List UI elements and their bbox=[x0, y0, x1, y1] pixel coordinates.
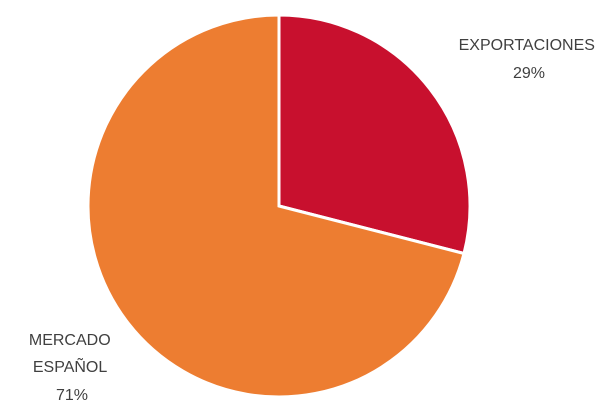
slice-label-exportaciones-name: EXPORTACIONES bbox=[459, 37, 595, 54]
slice-label-mercado-espanol: MERCADO ESPAÑOL 71% bbox=[29, 332, 115, 404]
slice-label-exportaciones: EXPORTACIONES 29% bbox=[459, 37, 600, 82]
slice-label-exportaciones-percent: 29% bbox=[513, 65, 545, 82]
slice-label-mercado-espanol-percent: 71% bbox=[56, 387, 88, 404]
pie-slice-1 bbox=[86, 13, 466, 399]
pie-slice-0 bbox=[277, 13, 472, 256]
slice-label-mercado-espanol-line1: MERCADO bbox=[29, 332, 111, 349]
pie-slices bbox=[86, 13, 472, 399]
slice-label-mercado-espanol-line2: ESPAÑOL bbox=[33, 356, 108, 376]
